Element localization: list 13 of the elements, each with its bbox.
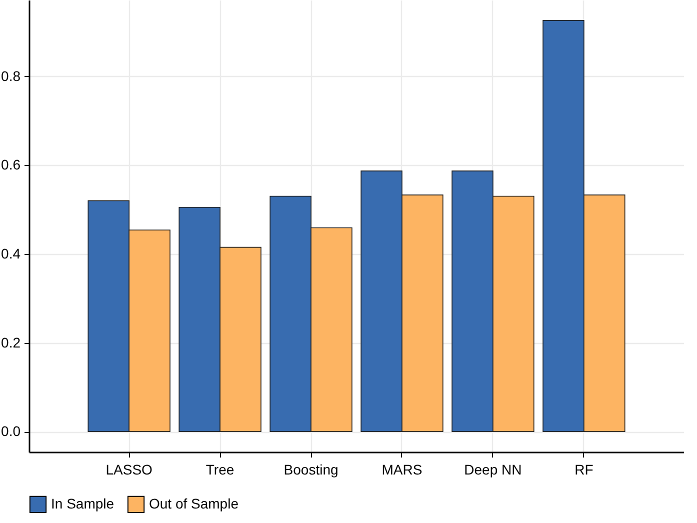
- y-tick-label: 0.2: [1, 334, 21, 350]
- y-tick-label: 0.4: [1, 245, 21, 262]
- x-tick-label: Tree: [206, 462, 234, 478]
- legend-label: In Sample: [51, 495, 114, 512]
- y-tick-label: 0.8: [1, 68, 21, 84]
- x-tick-label: RF: [574, 462, 594, 478]
- legend-label: Out of Sample: [149, 495, 239, 512]
- x-tick-label: MARS: [382, 462, 422, 478]
- x-tick-label: Deep NN: [464, 462, 522, 478]
- x-tick-label: LASSO: [106, 462, 153, 478]
- y-tick-label: 0.0: [1, 423, 21, 440]
- x-tick-label: Boosting: [284, 462, 338, 478]
- y-tick-label: 0.6: [1, 156, 21, 173]
